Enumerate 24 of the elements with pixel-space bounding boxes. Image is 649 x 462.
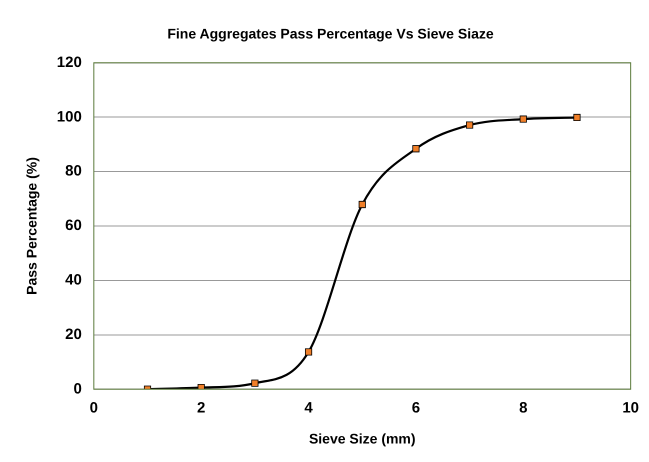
y-tick-label: 100 xyxy=(56,108,82,126)
point xyxy=(251,380,258,387)
point xyxy=(520,116,527,123)
point xyxy=(304,348,312,356)
x-axis-title: Sieve Size (mm) xyxy=(308,430,416,446)
y-tick-label: 60 xyxy=(65,217,82,234)
y-axis-title: Pass Percentage (%) xyxy=(23,157,40,295)
x-tick-label: 6 xyxy=(412,399,420,416)
x-tick-label: 0 xyxy=(90,399,98,416)
x-tick-label: 10 xyxy=(622,399,639,416)
y-tick-label: 40 xyxy=(65,272,82,289)
x-tick-label: 4 xyxy=(304,399,314,416)
point xyxy=(573,114,581,122)
y-tick-label: 80 xyxy=(65,162,82,180)
x-tick-label: 2 xyxy=(197,399,206,416)
y-tick-label: 0 xyxy=(73,380,82,398)
point xyxy=(198,384,205,390)
chart-title: Fine Aggregates Pass Percentage Vs Sieve Siaze xyxy=(167,25,494,42)
point xyxy=(358,200,366,208)
y-tick-label: 120 xyxy=(56,54,82,71)
x-tick-label: 8 xyxy=(519,399,528,416)
y-tick-label: 20 xyxy=(65,326,82,343)
point xyxy=(466,122,474,129)
point xyxy=(412,145,420,152)
